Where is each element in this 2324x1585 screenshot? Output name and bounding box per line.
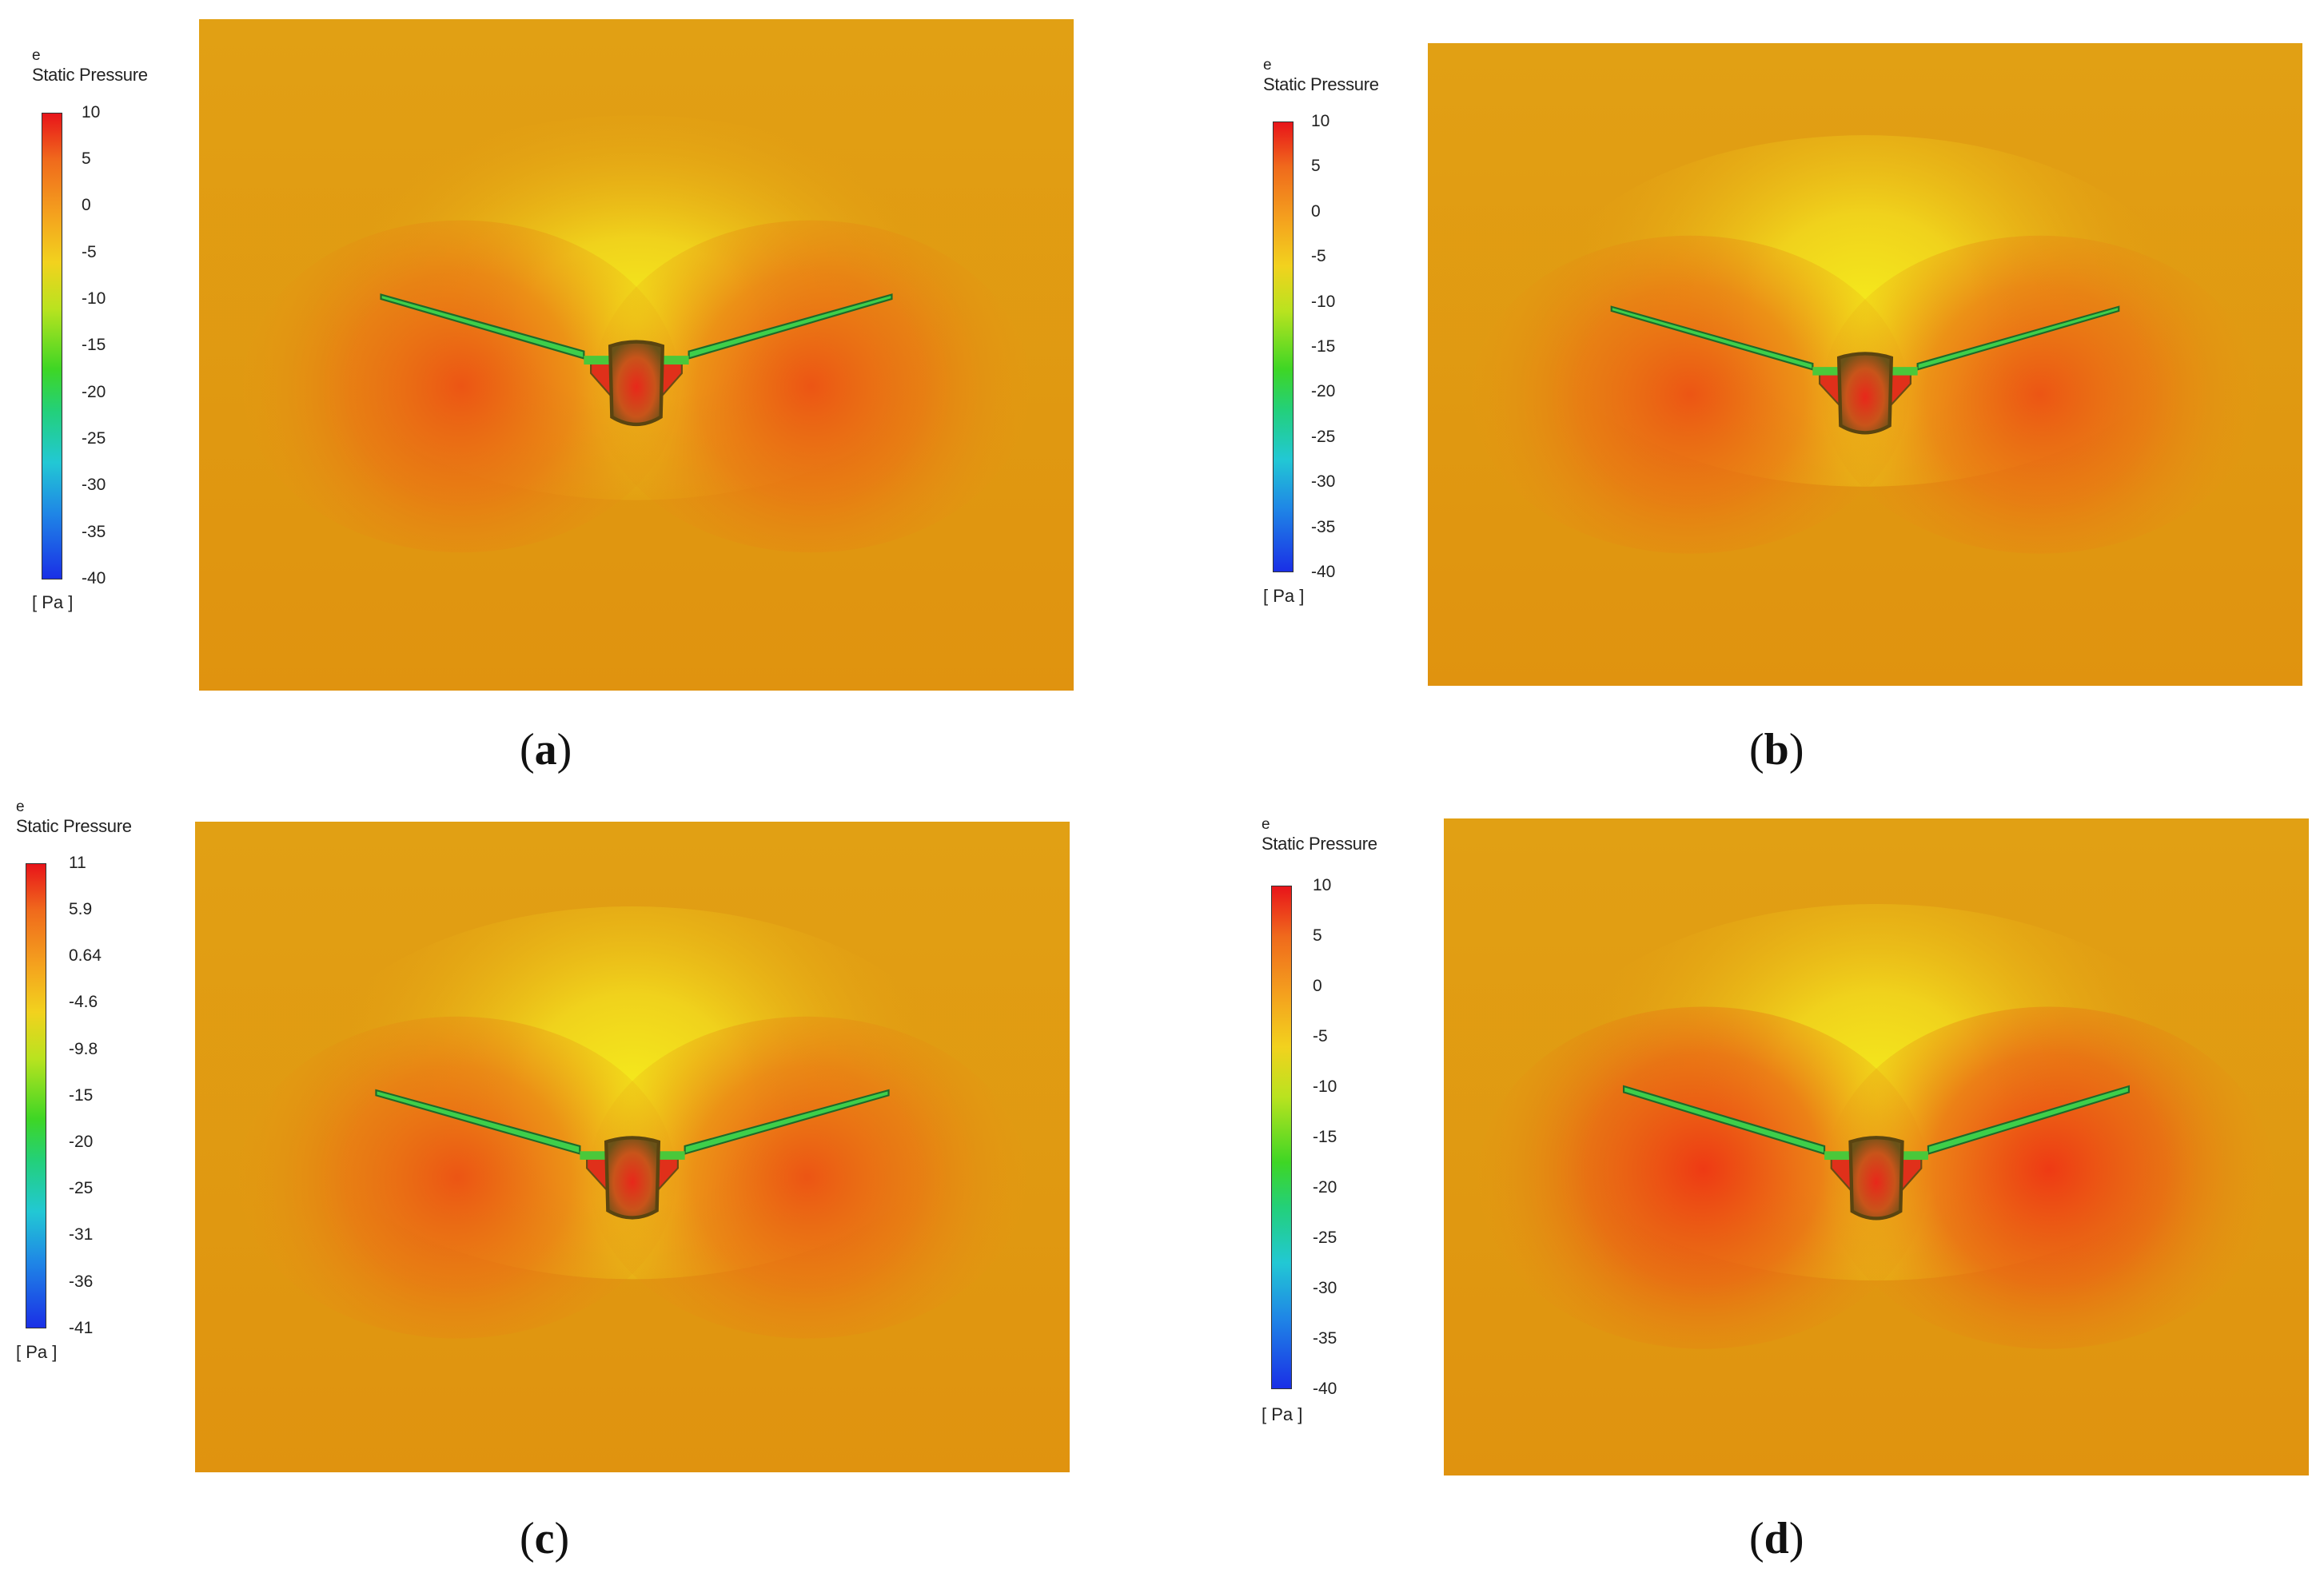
- legend-tick: 0: [82, 196, 91, 214]
- legend-d: e Static Pressure 10 5 0 -5 -10 -15 -20 …: [1262, 816, 1405, 1424]
- legend-tick: -4.6: [69, 993, 98, 1011]
- legend-tick: -9.8: [69, 1040, 98, 1058]
- contour-svg: [199, 19, 1074, 691]
- legend-tick: -30: [82, 476, 106, 494]
- legend-tick: 10: [1313, 876, 1332, 894]
- pressure-contour-plot-b: [1428, 43, 2302, 686]
- caption-letter: c: [534, 1514, 555, 1563]
- legend-tick: -41: [69, 1319, 94, 1337]
- legend-c: e Static Pressure 11 5.9 0.64 -4.6 -9.8 …: [16, 799, 160, 1375]
- legend-title: Static Pressure: [16, 816, 132, 836]
- legend-tick: -40: [1313, 1380, 1337, 1398]
- legend-tick: 5: [1313, 926, 1322, 945]
- legend-tick: -20: [69, 1133, 94, 1151]
- legend-unit: [ Pa ]: [1262, 1404, 1303, 1424]
- legend-tick: -20: [82, 383, 106, 401]
- legend-tick: 10: [82, 103, 101, 121]
- legend-tick: -30: [1311, 472, 1336, 491]
- legend-tick: -30: [1313, 1279, 1337, 1297]
- legend-b: e Static Pressure 10 5 0 -5 -10 -15 -20 …: [1263, 58, 1407, 625]
- legend-tick: -15: [69, 1086, 94, 1105]
- legend-tick: -10: [82, 289, 106, 308]
- legend-variable: e: [32, 47, 41, 64]
- pressure-contour-plot-d: [1444, 818, 2309, 1475]
- legend-title: Static Pressure: [32, 65, 148, 85]
- legend-tick: -15: [82, 336, 106, 354]
- legend-tick: -36: [69, 1272, 94, 1291]
- legend-tick: -35: [82, 523, 106, 541]
- caption-b: (b): [1749, 725, 1804, 775]
- legend-variable: e: [16, 798, 25, 815]
- legend-tick: -5: [1311, 247, 1326, 265]
- caption-c: (c): [520, 1514, 570, 1563]
- legend-unit: [ Pa ]: [32, 592, 74, 612]
- color-scale-bar: [1271, 886, 1292, 1389]
- pressure-contour-plot-a: [199, 19, 1074, 691]
- legend-tick: -35: [1313, 1329, 1337, 1348]
- legend-tick: -5: [82, 243, 97, 261]
- legend-tick: -5: [1313, 1027, 1328, 1045]
- legend-tick: -25: [1311, 428, 1336, 446]
- legend-tick: -25: [82, 429, 106, 448]
- legend-tick: 5: [82, 149, 91, 168]
- legend-unit: [ Pa ]: [1263, 586, 1305, 606]
- legend-tick: -35: [1311, 518, 1336, 536]
- caption-letter: b: [1764, 725, 1789, 775]
- color-scale-bar: [26, 863, 46, 1328]
- legend-tick: -15: [1311, 337, 1336, 356]
- legend-tick: 11: [69, 854, 86, 872]
- legend-tick: -20: [1313, 1178, 1337, 1197]
- caption-a: (a): [520, 725, 572, 775]
- legend-tick: 5.9: [69, 900, 93, 918]
- legend-unit: [ Pa ]: [16, 1342, 58, 1362]
- legend-tick: -20: [1311, 382, 1336, 400]
- legend-tick: 0.64: [69, 946, 102, 965]
- legend-tick: 0: [1311, 202, 1321, 221]
- legend-title: Static Pressure: [1262, 834, 1377, 854]
- legend-variable: e: [1262, 816, 1270, 833]
- legend-tick: -31: [69, 1225, 94, 1244]
- contour-svg: [195, 822, 1070, 1472]
- pressure-contour-plot-c: [195, 822, 1070, 1472]
- contour-svg: [1428, 43, 2302, 686]
- color-scale-bar: [1273, 121, 1294, 572]
- legend-tick: 10: [1311, 112, 1330, 130]
- caption-d: (d): [1749, 1514, 1804, 1563]
- legend-tick: -10: [1311, 293, 1336, 311]
- legend-tick: -15: [1313, 1128, 1337, 1146]
- contour-svg: [1444, 818, 2309, 1475]
- color-scale-bar: [42, 113, 62, 579]
- legend-tick: -25: [69, 1179, 94, 1197]
- legend-title: Static Pressure: [1263, 74, 1379, 94]
- legend-tick: 0: [1313, 977, 1322, 995]
- legend-tick: 5: [1311, 157, 1321, 175]
- legend-variable: e: [1263, 57, 1272, 74]
- legend-tick: -25: [1313, 1229, 1337, 1247]
- legend-tick: -40: [1311, 563, 1336, 581]
- caption-letter: d: [1764, 1514, 1789, 1563]
- legend-a: e Static Pressure 10 5 0 -5 -10 -15 -20 …: [32, 48, 176, 623]
- legend-tick: -10: [1313, 1077, 1337, 1096]
- caption-letter: a: [534, 725, 557, 775]
- legend-tick: -40: [82, 569, 106, 587]
